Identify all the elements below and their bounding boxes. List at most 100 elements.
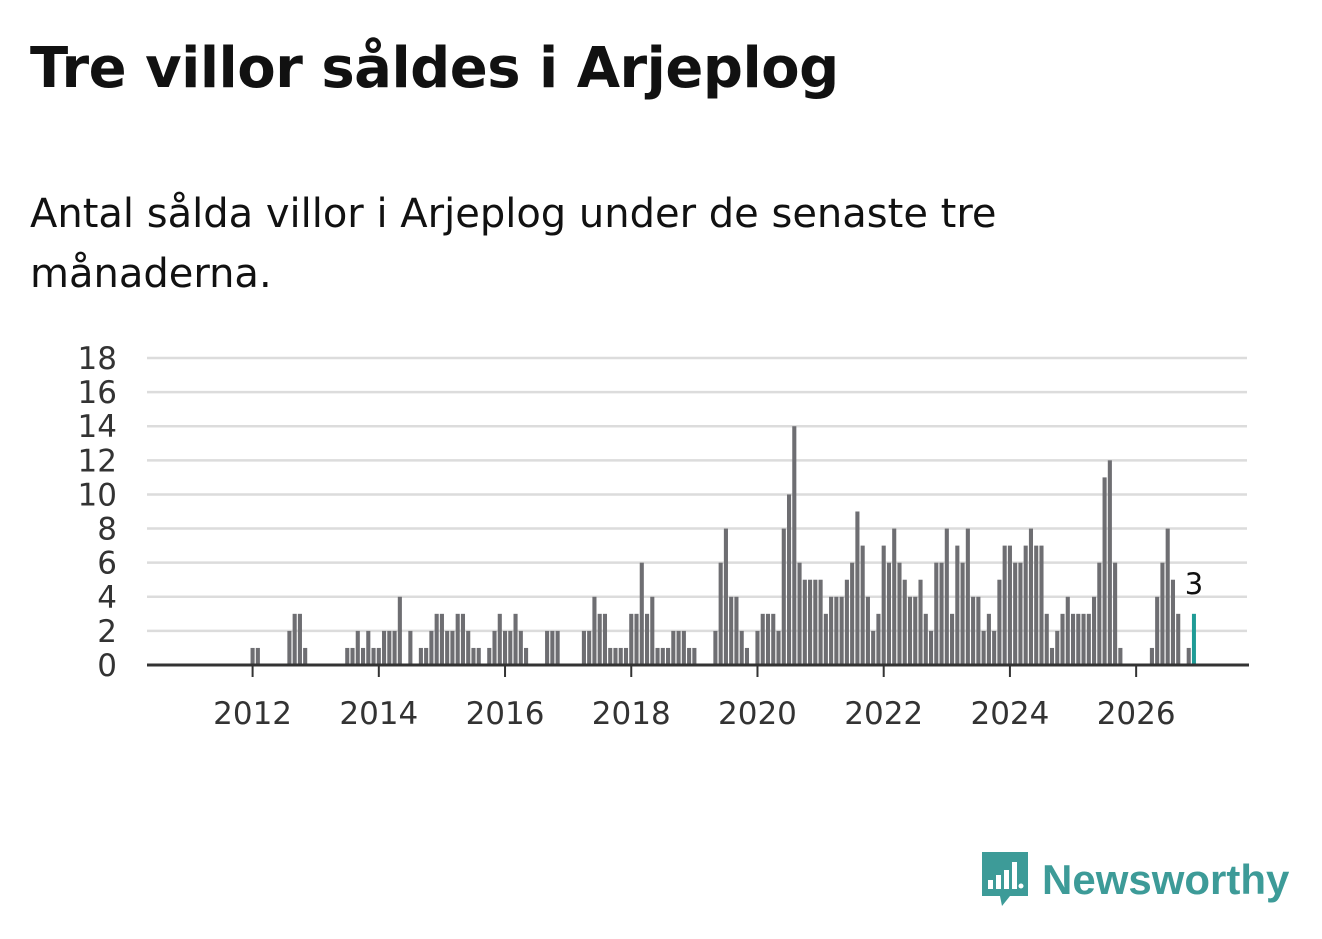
bar (934, 562, 939, 665)
bar (997, 579, 1002, 665)
bar (1170, 579, 1176, 665)
bar (445, 630, 450, 665)
bar (418, 647, 423, 665)
bar (955, 545, 960, 665)
bar (255, 647, 260, 665)
bar (744, 647, 750, 665)
bar (1065, 596, 1070, 665)
bar (487, 647, 492, 665)
bar (592, 596, 597, 665)
x-tick-label: 2022 (844, 696, 923, 732)
bar (918, 579, 923, 665)
bar (781, 528, 786, 665)
bar (992, 630, 997, 665)
bar (1002, 545, 1007, 665)
highlight-value-label: 3 (1185, 567, 1203, 601)
bar (555, 630, 560, 665)
x-tick-label: 2016 (466, 696, 545, 732)
bar (765, 613, 771, 665)
bar (602, 613, 608, 665)
bar (913, 596, 918, 665)
bar (1186, 647, 1191, 665)
bar (476, 647, 481, 665)
bar (1060, 613, 1065, 665)
brand-name: Newsworthy (1042, 856, 1290, 903)
bar (860, 545, 865, 665)
bar (297, 613, 302, 665)
bar (771, 613, 776, 665)
bar (739, 630, 744, 665)
bar (660, 647, 665, 665)
bar (944, 528, 949, 665)
bar (1055, 630, 1060, 665)
bar (834, 596, 839, 665)
bar (434, 613, 439, 665)
bar (855, 511, 860, 665)
bar (692, 647, 697, 665)
bar (1081, 613, 1086, 665)
bar (613, 647, 618, 665)
bar (392, 630, 397, 665)
bar (1176, 613, 1181, 665)
bar (844, 579, 849, 665)
x-tick-label: 2026 (1097, 696, 1176, 732)
bar (734, 596, 739, 665)
bar (655, 647, 660, 665)
bar (907, 596, 913, 665)
bar (755, 630, 760, 665)
bar (450, 630, 455, 665)
bar (408, 630, 413, 665)
bar (581, 630, 586, 665)
bar (1160, 562, 1165, 665)
bar (355, 630, 360, 665)
bar (786, 494, 792, 665)
bar (928, 630, 934, 665)
bar (1023, 545, 1028, 665)
bar (644, 613, 650, 665)
bar (1102, 477, 1107, 665)
bar (971, 596, 976, 665)
bar (466, 630, 471, 665)
bar (729, 596, 734, 665)
bar (813, 579, 818, 665)
bar (492, 630, 497, 665)
y-tick-label: 6 (97, 546, 117, 582)
bar (839, 596, 844, 665)
bar (1076, 613, 1081, 665)
page-title: Tre villor såldes i Arjeplog (30, 36, 839, 101)
bar (650, 596, 655, 665)
bar (792, 426, 797, 665)
y-tick-label: 2 (97, 614, 117, 650)
y-tick-label: 12 (78, 443, 117, 479)
x-tick-label: 2014 (339, 696, 418, 732)
bar (892, 528, 897, 665)
bar (865, 596, 870, 665)
y-tick-label: 18 (78, 341, 117, 377)
bar (513, 613, 518, 665)
x-tick-label: 2012 (213, 696, 292, 732)
bar (639, 562, 644, 665)
bar (876, 613, 881, 665)
bar (850, 562, 855, 665)
newsworthy-logo: Newsworthy (980, 850, 1289, 910)
bar (713, 630, 718, 665)
bar (608, 647, 613, 665)
bar (886, 562, 892, 665)
bar (366, 630, 371, 665)
bar (460, 613, 466, 665)
bar (397, 596, 402, 665)
bar (497, 613, 502, 665)
bar (350, 647, 355, 665)
bar (1149, 647, 1154, 665)
bar (950, 613, 955, 665)
bar (424, 647, 429, 665)
bar (623, 647, 629, 665)
bar (1039, 545, 1044, 665)
bar (287, 630, 292, 665)
bar (986, 613, 991, 665)
bar (723, 528, 728, 665)
bar (371, 647, 376, 665)
y-tick-label: 0 (97, 648, 117, 684)
bar (829, 596, 834, 665)
